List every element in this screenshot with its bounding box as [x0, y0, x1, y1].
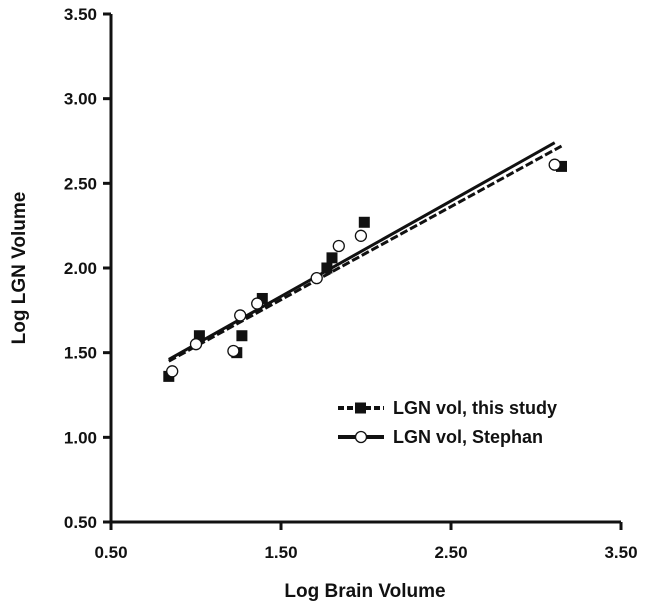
series-2-point [354, 229, 368, 242]
legend-1-label: LGN vol, this study [393, 398, 557, 418]
series-1-point [236, 330, 248, 342]
series-1-point [556, 160, 567, 172]
legend: LGN vol, this study LGN vol, Stephan [338, 398, 557, 447]
legend-2-label: LGN vol, Stephan [393, 427, 543, 447]
series-1-point [193, 330, 205, 342]
plot-area [163, 141, 567, 382]
legend-2-marker [354, 430, 368, 444]
y-tick-label: 3.00 [64, 90, 97, 109]
series-2-point [310, 272, 323, 285]
axes [103, 12, 623, 530]
x-tick-label: 2.50 [434, 543, 467, 562]
x-tick-label: 1.50 [264, 543, 297, 562]
series-2-point [227, 344, 240, 358]
series-2-point [234, 309, 247, 322]
series-2-point [189, 338, 203, 351]
x-tick-label: 3.50 [604, 543, 637, 562]
series-1-point [326, 252, 338, 264]
y-axis-title: Log LGN Volume [9, 192, 30, 345]
series-2-point [251, 297, 264, 310]
series-1-point [358, 216, 370, 228]
x-axis-title: Log Brain Volume [284, 581, 445, 602]
x-tick-label: 0.50 [94, 543, 127, 562]
legend-1-marker [355, 402, 366, 414]
y-tick-label: 1.00 [64, 428, 97, 447]
series-2-point [332, 239, 345, 253]
series-1-point [256, 292, 268, 304]
y-tick-label: 2.50 [64, 174, 97, 193]
series-1-fit-line [168, 144, 563, 363]
y-tick-label: 0.50 [64, 513, 97, 532]
series-2-point [548, 158, 561, 171]
tick-labels: 0.50 1.00 1.50 2.00 2.50 3.00 3.50 0.50 1.50 2.50… [64, 5, 638, 562]
y-tick-label: 2.00 [64, 259, 97, 278]
series-2-fit-line [168, 141, 556, 361]
y-tick-label: 1.50 [64, 344, 97, 363]
series-1-point [321, 262, 333, 274]
series-2-point [166, 365, 179, 378]
y-tick-label: 3.50 [64, 5, 97, 24]
